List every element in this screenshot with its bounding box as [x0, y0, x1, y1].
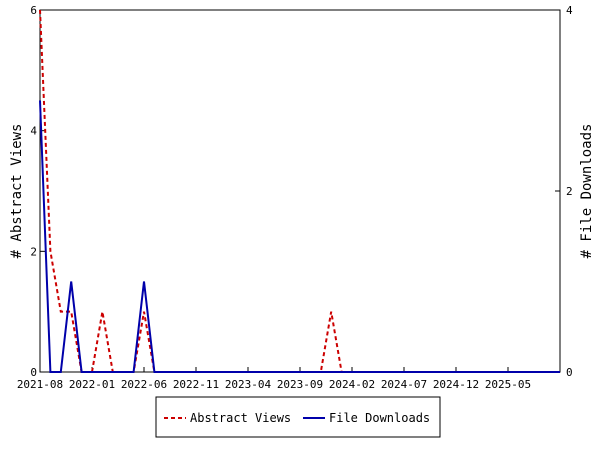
x-tick-label: 2024-12 — [433, 378, 479, 391]
plot-area — [39, 9, 561, 373]
right-axis-title: # File Downloads — [579, 124, 595, 259]
x-tick-label: 2022-06 — [121, 378, 167, 391]
legend-label-file-downloads: File Downloads — [329, 411, 430, 425]
x-tick-label: 2023-04 — [225, 378, 272, 391]
right-tick-label: 4 — [566, 4, 573, 17]
left-tick-label: 6 — [30, 4, 37, 17]
left-tick-label: 4 — [30, 125, 37, 138]
x-tick-label: 2022-01 — [69, 378, 115, 391]
left-axis-title: # Abstract Views — [9, 124, 25, 259]
legend-label-abstract-views: Abstract Views — [190, 411, 291, 425]
series-line-file-downloads — [39, 100, 560, 373]
x-tick-label: 2022-11 — [173, 378, 219, 391]
legend-box — [155, 396, 441, 438]
right-tick-label: 0 — [566, 366, 573, 379]
left-tick-label: 2 — [30, 245, 37, 258]
x-tick-label: 2025-05 — [485, 378, 531, 391]
legend: Abstract Views File Downloads — [155, 396, 441, 438]
x-tick-label: 2023-09 — [277, 378, 323, 391]
x-tick-label: 2024-02 — [329, 378, 375, 391]
series-layer — [39, 9, 560, 373]
x-tick-label: 2021-08 — [17, 378, 63, 391]
right-tick-label: 2 — [566, 185, 573, 198]
x-tick-label: 2024-07 — [381, 378, 427, 391]
left-tick-label: 0 — [30, 366, 37, 379]
